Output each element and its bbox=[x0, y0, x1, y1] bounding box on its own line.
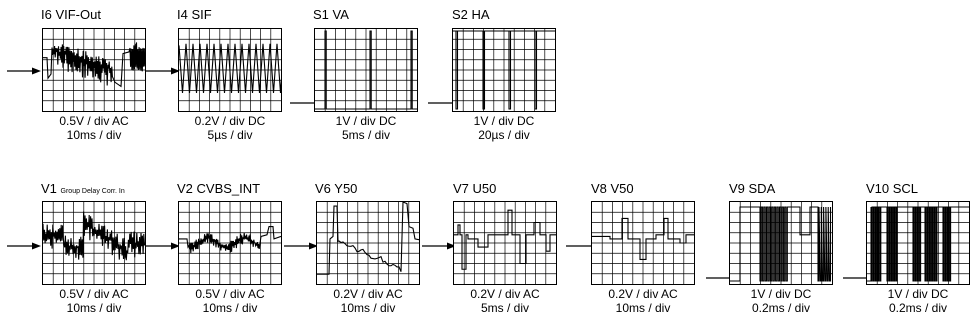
signal-trace bbox=[43, 211, 145, 261]
scope-title-s1: S1 VA bbox=[313, 7, 349, 22]
arrow-glyph bbox=[146, 242, 180, 250]
voltage-scale: 1V / div DC bbox=[335, 114, 397, 128]
arrow-glyph bbox=[284, 242, 318, 250]
arrow-glyph bbox=[146, 67, 180, 75]
voltage-scale: 0.5V / div AC bbox=[59, 114, 129, 128]
scope-graticule bbox=[317, 202, 419, 284]
scope-graticule bbox=[454, 202, 556, 284]
voltage-scale: 0.5V / div AC bbox=[195, 287, 265, 301]
scope-screen-i6 bbox=[42, 28, 146, 112]
scope-caption-v10: 1V / div DC 0.2ms / div bbox=[866, 287, 970, 315]
input-arrow bbox=[7, 238, 41, 256]
input-arrow bbox=[422, 238, 456, 256]
time-scale: 5ms / div bbox=[480, 301, 529, 315]
signal-trace bbox=[317, 202, 419, 275]
scope-title-i4: I4 SIF bbox=[177, 7, 212, 22]
time-scale: 5µs / div bbox=[207, 128, 253, 142]
signal-trace bbox=[179, 226, 281, 253]
scope-screen-v10 bbox=[866, 201, 970, 285]
scope-title-v2: V2 CVBS_INT bbox=[177, 181, 261, 196]
signal-trace bbox=[592, 217, 694, 260]
scope-graticule bbox=[730, 202, 832, 284]
scope-screen-v1 bbox=[42, 201, 146, 285]
scope-caption-v8: 0.2V / div AC 10ms / div bbox=[591, 287, 695, 315]
signal-trace bbox=[179, 43, 281, 94]
input-arrow bbox=[7, 63, 41, 81]
time-scale: 0.2ms / div bbox=[751, 301, 811, 315]
input-arrow bbox=[284, 238, 318, 256]
scope-title-i6: I6 VIF-Out bbox=[41, 7, 101, 22]
scope-screen-s2 bbox=[452, 28, 556, 112]
scope-screen-i4 bbox=[178, 28, 282, 112]
scope-graticule bbox=[179, 29, 281, 111]
scope-caption-v1: 0.5V / div AC 10ms / div bbox=[42, 287, 146, 315]
time-scale: 10ms / div bbox=[615, 301, 671, 315]
voltage-scale: 0.2V / div AC bbox=[333, 287, 403, 301]
scope-title-s2: S2 HA bbox=[452, 7, 490, 22]
time-scale: 10ms / div bbox=[66, 301, 122, 315]
time-scale: 10ms / div bbox=[202, 301, 258, 315]
signal-trace bbox=[453, 30, 555, 110]
scope-screen-v9 bbox=[729, 201, 833, 285]
arrow-glyph bbox=[7, 67, 41, 75]
signal-trace bbox=[867, 206, 969, 282]
scope-graticule bbox=[453, 29, 555, 111]
scope-title-v7: V7 U50 bbox=[453, 181, 497, 196]
arrow-glyph bbox=[422, 242, 456, 250]
scope-caption-i4: 0.2V / div DC 5µs / div bbox=[178, 114, 282, 142]
scope-screen-v8 bbox=[591, 201, 695, 285]
scope-graticule bbox=[867, 202, 969, 284]
arrow-glyph bbox=[7, 242, 41, 250]
signal-trace bbox=[730, 206, 832, 282]
time-scale: 5ms / div bbox=[341, 128, 390, 142]
scope-title-v1: V1 Group Delay Corr. In bbox=[41, 181, 125, 196]
input-arrow bbox=[146, 63, 180, 81]
scope-caption-s1: 1V / div DC 5ms / div bbox=[314, 114, 418, 142]
time-scale: 10ms / div bbox=[340, 301, 396, 315]
scope-title-v9: V9 SDA bbox=[729, 181, 776, 196]
scope-graticule bbox=[592, 202, 694, 284]
scope-caption-v7: 0.2V / div AC 5ms / div bbox=[453, 287, 557, 315]
scope-note: Group Delay Corr. In bbox=[60, 188, 125, 195]
scope-screen-s1 bbox=[314, 28, 418, 112]
scope-title-v6: V6 Y50 bbox=[315, 181, 358, 196]
signal-trace bbox=[43, 42, 145, 88]
scope-title-v8: V8 V50 bbox=[591, 181, 634, 196]
time-scale: 10ms / div bbox=[66, 128, 122, 142]
scope-screen-v6 bbox=[316, 201, 420, 285]
input-arrow bbox=[146, 238, 180, 256]
time-scale: 20µs / div bbox=[478, 128, 530, 142]
voltage-scale: 1V / div DC bbox=[750, 287, 812, 301]
voltage-scale: 1V / div DC bbox=[473, 114, 535, 128]
scope-screen-v2 bbox=[178, 201, 282, 285]
scope-caption-v6: 0.2V / div AC 10ms / div bbox=[316, 287, 420, 315]
signal-trace bbox=[454, 209, 556, 270]
voltage-scale: 0.2V / div AC bbox=[470, 287, 540, 301]
scope-graticule bbox=[43, 202, 145, 284]
scope-caption-v2: 0.5V / div AC 10ms / div bbox=[178, 287, 282, 315]
scope-graticule bbox=[43, 29, 145, 111]
time-scale: 0.2ms / div bbox=[888, 301, 948, 315]
voltage-scale: 0.2V / div AC bbox=[608, 287, 678, 301]
scope-screen-v7 bbox=[453, 201, 557, 285]
scope-caption-s2: 1V / div DC 20µs / div bbox=[452, 114, 556, 142]
scope-title-v10: V10 SCL bbox=[866, 181, 919, 196]
scope-graticule bbox=[179, 202, 281, 284]
voltage-scale: 1V / div DC bbox=[887, 287, 949, 301]
scope-caption-v9: 1V / div DC 0.2ms / div bbox=[729, 287, 833, 315]
voltage-scale: 0.5V / div AC bbox=[59, 287, 129, 301]
signal-trace bbox=[315, 30, 417, 110]
scope-graticule bbox=[315, 29, 417, 111]
scope-caption-i6: 0.5V / div AC 10ms / div bbox=[42, 114, 146, 142]
voltage-scale: 0.2V / div DC bbox=[194, 114, 266, 128]
